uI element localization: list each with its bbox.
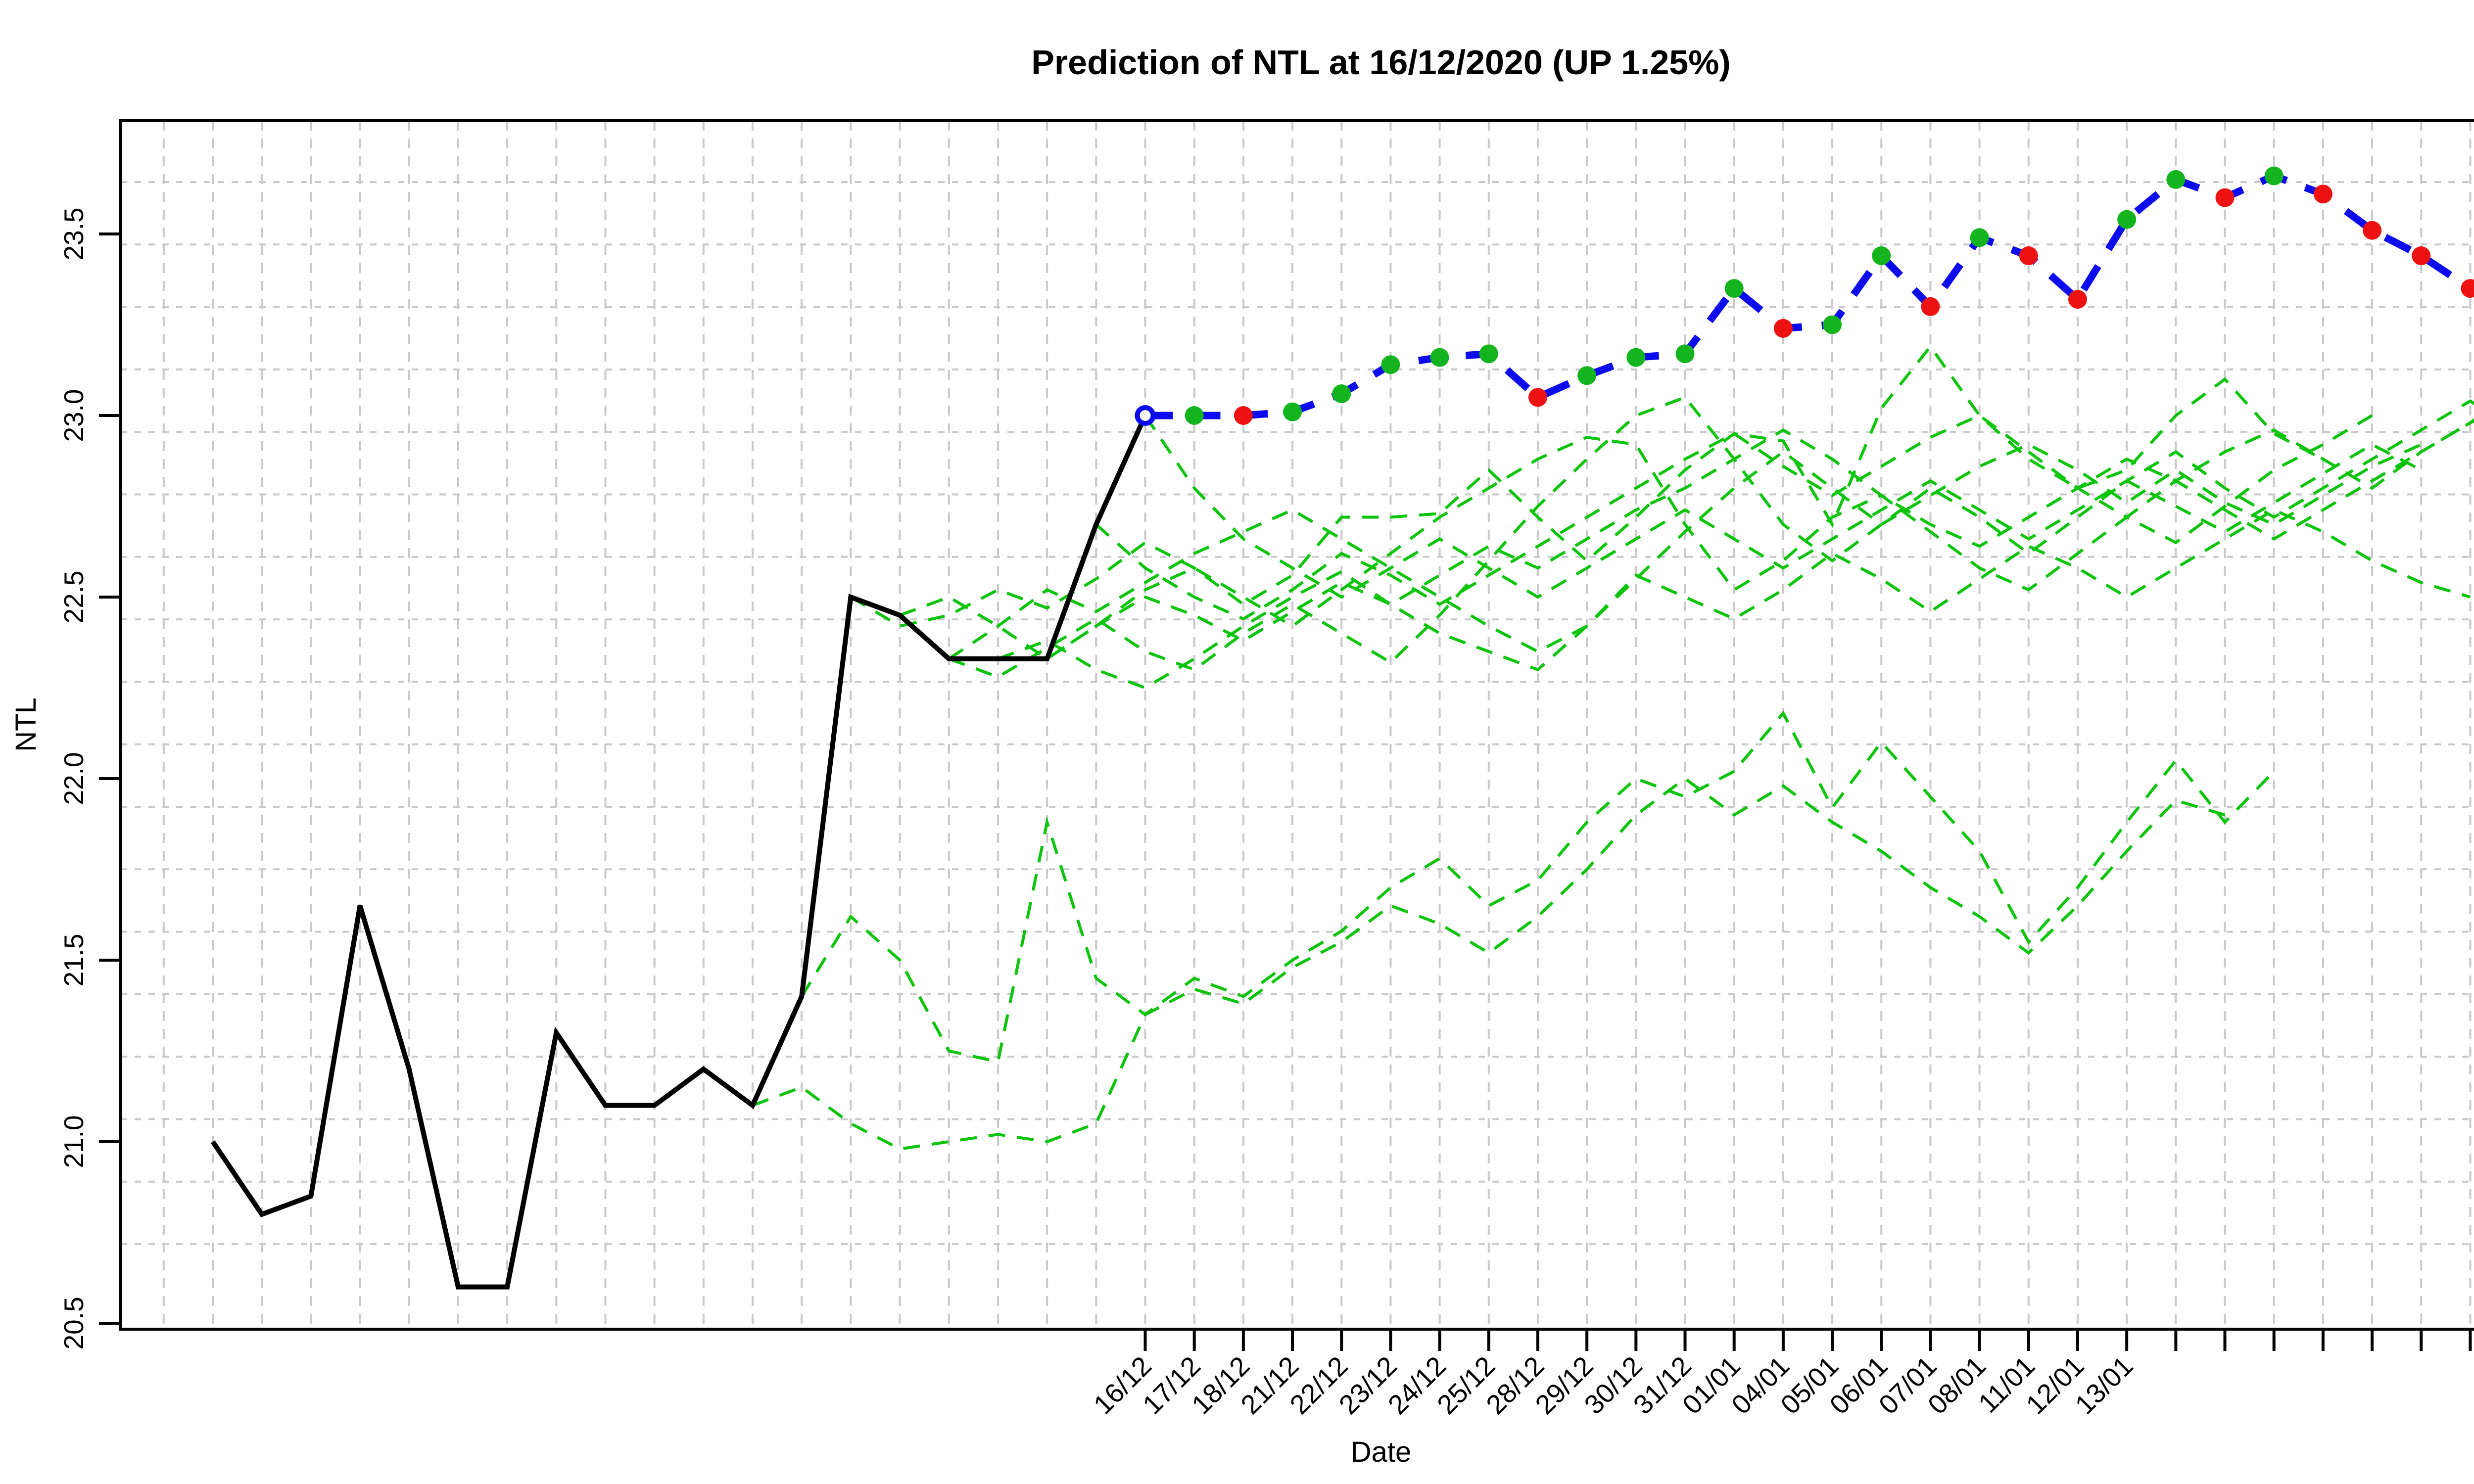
up-day-point bbox=[1283, 402, 1302, 421]
down-day-point bbox=[1773, 319, 1793, 338]
x-tick-label: 07/01 bbox=[1873, 1350, 1943, 1420]
grid-lines bbox=[121, 121, 2474, 1329]
y-tick-label: 22.5 bbox=[58, 570, 89, 623]
y-tick-label: 21.0 bbox=[58, 1115, 89, 1168]
simulation-path bbox=[850, 344, 2324, 628]
up-day-point bbox=[1872, 246, 1891, 266]
y-tick-label: 23.0 bbox=[58, 389, 89, 442]
simulation-path bbox=[1144, 399, 2474, 599]
simulation-path bbox=[948, 395, 2422, 679]
x-tick-label: 04/01 bbox=[1725, 1350, 1795, 1420]
up-day-point bbox=[1430, 348, 1449, 367]
y-tick-label: 23.5 bbox=[58, 207, 89, 260]
x-tick-label: 16/12 bbox=[1088, 1350, 1157, 1420]
up-day-point bbox=[2166, 170, 2186, 189]
x-tick-label: 13/01 bbox=[2069, 1350, 2139, 1420]
y-axis-title: NTL bbox=[10, 697, 42, 752]
up-day-point bbox=[1626, 348, 1646, 367]
simulation-path bbox=[948, 443, 2422, 660]
x-tick-label: 01/01 bbox=[1676, 1350, 1746, 1420]
x-tick-label: 25/12 bbox=[1431, 1350, 1501, 1420]
up-day-point bbox=[2117, 210, 2137, 229]
down-day-point bbox=[1921, 297, 1940, 316]
x-tick-label: 08/01 bbox=[1922, 1350, 1992, 1420]
up-day-point bbox=[1823, 315, 1842, 334]
x-tick-label: 28/12 bbox=[1480, 1350, 1550, 1420]
down-day-point bbox=[1234, 406, 1253, 425]
x-tick-label: 23/12 bbox=[1333, 1350, 1403, 1420]
x-axis-title: Date bbox=[1351, 1436, 1412, 1468]
chart-title: Prediction of NTL at 16/12/2020 (UP 1.25… bbox=[1031, 43, 1731, 82]
x-tick-label: 05/01 bbox=[1774, 1350, 1844, 1420]
start-point-open-circle bbox=[1135, 405, 1156, 426]
x-tick-label: 21/12 bbox=[1235, 1350, 1304, 1420]
prediction-points bbox=[1135, 166, 2474, 426]
x-tick-label: 29/12 bbox=[1529, 1350, 1599, 1420]
y-tick-label: 21.5 bbox=[58, 933, 89, 986]
down-day-point bbox=[2215, 188, 2235, 207]
x-tick-label: 24/12 bbox=[1382, 1350, 1452, 1420]
up-day-point bbox=[1479, 344, 1498, 364]
plot-border bbox=[119, 119, 2474, 1331]
down-day-point bbox=[2461, 279, 2474, 298]
y-tick-label: 20.5 bbox=[58, 1297, 89, 1349]
x-tick-label: 06/01 bbox=[1824, 1350, 1894, 1420]
history-line bbox=[210, 414, 1148, 1290]
simulation-path bbox=[1046, 419, 2474, 660]
simulation-paths bbox=[752, 344, 2474, 1151]
x-tick-label: 22/12 bbox=[1284, 1350, 1354, 1420]
up-day-point bbox=[1381, 355, 1400, 374]
up-day-point bbox=[1577, 366, 1597, 385]
x-tick-label: 31/12 bbox=[1627, 1350, 1697, 1420]
down-day-point bbox=[2019, 246, 2038, 266]
up-day-point bbox=[1724, 279, 1744, 298]
simulation-path bbox=[800, 710, 2275, 1064]
up-day-point bbox=[1970, 228, 1989, 247]
down-day-point bbox=[2313, 185, 2332, 204]
axes: 20.5 21.0 21.5 22.0 22.5 23.0 23.5 16/1217/1218… bbox=[58, 119, 2474, 1420]
down-day-point bbox=[2068, 290, 2087, 309]
x-tick-label: 18/12 bbox=[1186, 1350, 1255, 1420]
up-day-point bbox=[2264, 166, 2284, 186]
y-tick-label: 22.0 bbox=[58, 752, 89, 805]
down-day-point bbox=[1528, 388, 1547, 407]
x-tick-label: 12/01 bbox=[2020, 1350, 2090, 1420]
up-day-point bbox=[1185, 406, 1204, 425]
x-tick-label: 17/12 bbox=[1137, 1350, 1206, 1420]
up-day-point bbox=[1332, 384, 1351, 403]
x-tick-label: 30/12 bbox=[1578, 1350, 1648, 1420]
simulation-path bbox=[752, 777, 2226, 1151]
down-day-point bbox=[2363, 221, 2382, 240]
observed-line bbox=[210, 414, 1148, 1290]
down-day-point bbox=[2412, 246, 2431, 266]
up-day-point bbox=[1675, 344, 1695, 364]
simulation-path bbox=[1095, 414, 2474, 621]
